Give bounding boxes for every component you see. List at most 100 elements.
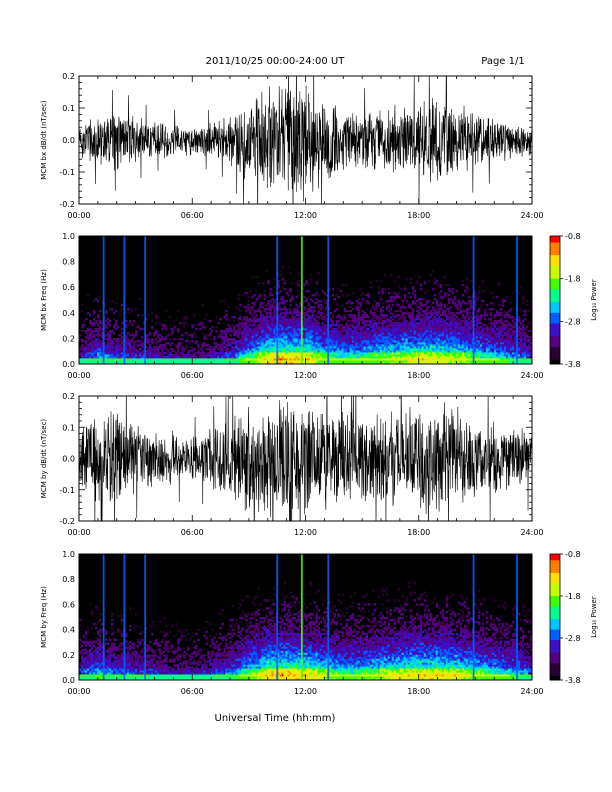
heatmap-cell (99, 340, 102, 343)
heatmap-cell (181, 360, 184, 363)
heatmap-cell (245, 310, 248, 313)
heatmap-cell (347, 306, 350, 309)
heatmap-cell (361, 358, 365, 361)
heatmap-cell (479, 322, 483, 325)
heatmap-cell (177, 346, 180, 349)
heatmap-cell (459, 330, 463, 333)
heatmap-cell (463, 326, 467, 329)
heatmap-cell (227, 318, 230, 321)
heatmap-cell (303, 332, 306, 335)
heatmap-cell (405, 356, 409, 359)
heatmap-cell (251, 328, 254, 331)
heatmap-cell (263, 330, 266, 333)
heatmap-cell (207, 356, 210, 359)
heatmap-cell (419, 318, 423, 321)
heatmap-cell (305, 324, 308, 327)
heatmap-cell (413, 320, 417, 323)
heatmap-cell (245, 344, 248, 347)
heatmap-cell (361, 292, 365, 295)
heatmap-cell (457, 362, 461, 365)
heatmap-cell (467, 332, 471, 335)
heatmap-cell (485, 314, 489, 317)
heatmap-cell (191, 326, 194, 329)
heatmap-cell (307, 318, 310, 321)
heatmap-cell (451, 342, 455, 345)
heatmap-cell (345, 362, 348, 365)
heatmap-cell (271, 360, 274, 363)
heatmap-cell (423, 338, 427, 341)
heatmap-cell (321, 332, 324, 335)
heatmap-cell (495, 352, 499, 355)
heatmap-cell (305, 362, 308, 365)
heatmap-cell (487, 354, 491, 357)
heatmap-cell (271, 312, 274, 315)
heatmap-cell (339, 340, 342, 343)
heatmap-cell (401, 352, 405, 355)
heatmap-cell (271, 352, 274, 355)
heatmap-cell (205, 334, 208, 337)
heatmap-cell (429, 360, 433, 363)
heatmap-cell (259, 344, 262, 347)
heatmap-cell (365, 322, 369, 325)
heatmap-cell (419, 360, 423, 363)
heatmap-cell (369, 322, 373, 325)
heatmap-cell (381, 330, 385, 333)
heatmap-cell (411, 320, 415, 323)
heatmap-cell (349, 362, 352, 365)
heatmap-cell (403, 328, 407, 331)
heatmap-cell (111, 360, 114, 363)
heatmap-cell (245, 346, 248, 349)
heatmap-cell (365, 302, 369, 305)
heatmap-cell (299, 328, 302, 331)
heatmap-cell (313, 360, 316, 363)
heatmap-cell (371, 338, 375, 341)
heatmap-cell (157, 362, 160, 365)
heatmap-cell (225, 332, 228, 335)
heatmap-cell (463, 324, 467, 327)
heatmap-cell (153, 350, 156, 353)
heatmap-cell (491, 332, 495, 335)
heatmap-cell (251, 322, 254, 325)
heatmap-cell (323, 350, 326, 353)
heatmap-cell (273, 342, 276, 345)
heatmap-cell (477, 362, 481, 365)
heatmap-cell (465, 314, 469, 317)
heatmap-cell (475, 360, 479, 363)
heatmap-cell (347, 334, 350, 337)
heatmap-cell (191, 336, 194, 339)
heatmap-cell (315, 330, 318, 333)
heatmap-cell (203, 342, 206, 345)
heatmap-cell (285, 352, 288, 355)
heatmap-cell (377, 304, 381, 307)
heatmap-cell (129, 308, 132, 311)
heatmap-cell (427, 330, 431, 333)
heatmap-cell (119, 348, 122, 351)
heatmap-cell (115, 320, 118, 323)
heatmap-cell (387, 318, 391, 321)
heatmap-cell (347, 336, 350, 339)
heatmap-cell (307, 324, 310, 327)
heatmap-cell (113, 324, 116, 327)
heatmap-cell (83, 350, 86, 353)
heatmap-cell (341, 350, 344, 353)
heatmap-cell (297, 340, 300, 343)
heatmap-cell (467, 300, 471, 303)
heatmap-cell (191, 346, 194, 349)
heatmap-cell (369, 336, 373, 339)
heatmap-cell (457, 324, 461, 327)
heatmap-cell (233, 326, 236, 329)
heatmap-cell (291, 322, 294, 325)
heatmap-cell (263, 354, 266, 357)
heatmap-cell (229, 346, 232, 349)
heatmap-cell (85, 358, 88, 361)
heatmap-cell (93, 310, 96, 313)
heatmap-cell (423, 322, 427, 325)
heatmap-cell (359, 336, 363, 339)
heatmap-cell (465, 346, 469, 349)
heatmap-cell (477, 290, 481, 293)
heatmap-cell (431, 314, 435, 317)
heatmap-cell (119, 350, 122, 353)
heatmap-cell (447, 336, 451, 339)
heatmap-cell (387, 340, 391, 343)
heatmap-cell (349, 344, 352, 347)
